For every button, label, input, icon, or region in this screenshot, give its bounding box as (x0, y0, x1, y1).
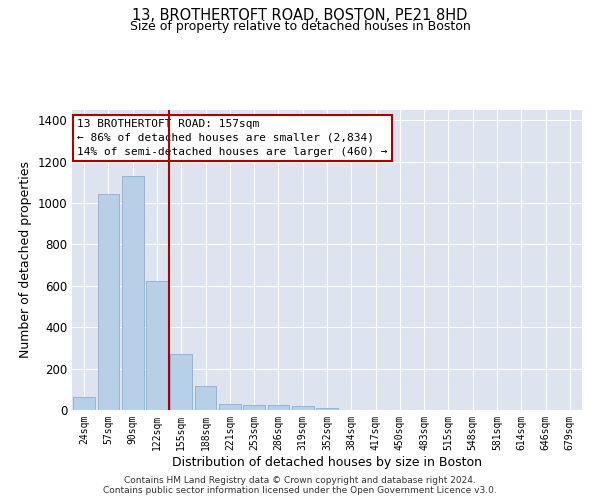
Bar (170, 354, 192, 410)
Bar (316, 408, 338, 410)
Bar (194, 386, 217, 410)
Bar (243, 406, 265, 410)
Text: Size of property relative to detached houses in Boston: Size of property relative to detached ho… (130, 20, 470, 33)
Y-axis label: Number of detached properties: Number of detached properties (19, 162, 32, 358)
Bar (97, 194, 119, 410)
Bar (146, 280, 168, 410)
X-axis label: Distribution of detached houses by size in Boston: Distribution of detached houses by size … (172, 456, 482, 468)
Text: 13 BROTHERTOFT ROAD: 157sqm
← 86% of detached houses are smaller (2,834)
14% of : 13 BROTHERTOFT ROAD: 157sqm ← 86% of det… (77, 119, 388, 157)
Bar (292, 406, 314, 410)
Bar (73, 396, 95, 410)
Bar (268, 405, 289, 410)
Text: 13, BROTHERTOFT ROAD, BOSTON, PE21 8HD: 13, BROTHERTOFT ROAD, BOSTON, PE21 8HD (133, 8, 467, 22)
Bar (219, 404, 241, 410)
Bar (122, 176, 143, 410)
Text: Contains HM Land Registry data © Crown copyright and database right 2024.
Contai: Contains HM Land Registry data © Crown c… (103, 476, 497, 495)
